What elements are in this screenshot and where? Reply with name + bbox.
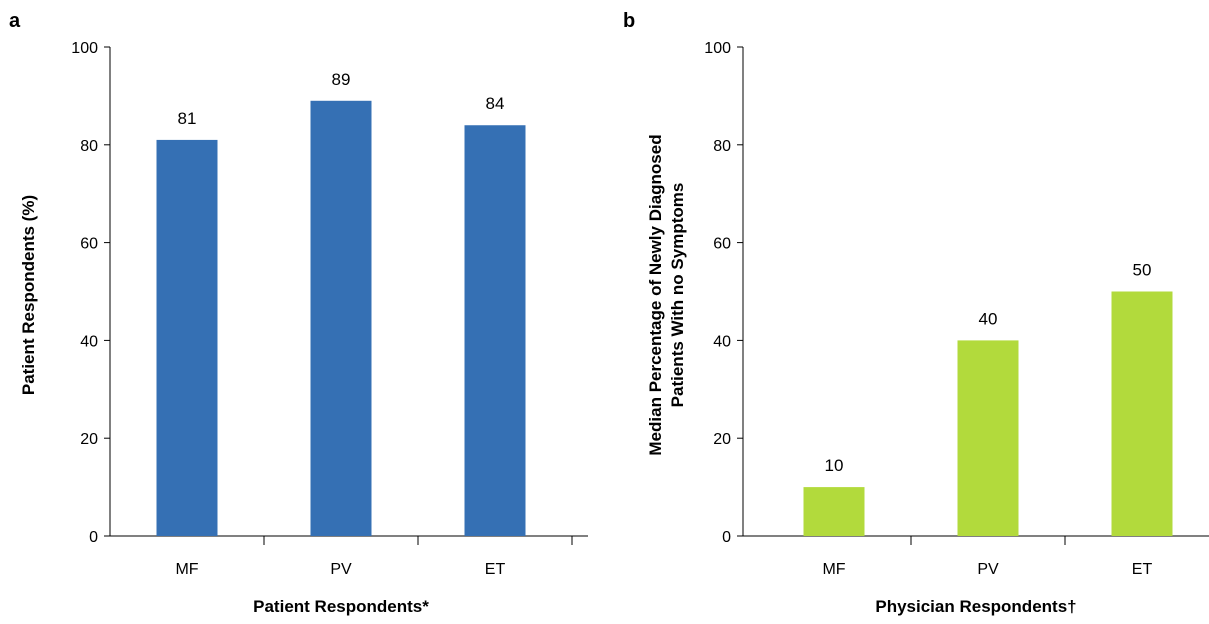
panel-a-letter: a (9, 10, 21, 32)
panel-b-bar-chart: b Median Percentage of Newly Diagnosed P… (623, 10, 1209, 616)
panel-a-x-tick-label-pv: PV (330, 561, 352, 578)
panel-a-y-tick-label: 100 (71, 40, 98, 57)
panel-b-y-tick-label: 20 (713, 431, 731, 448)
panel-b-letter: b (623, 10, 635, 32)
panel-a-bar-et (464, 125, 526, 537)
panel-b-y-tick-label: 80 (713, 138, 731, 155)
panel-a-x-tick-label-et: ET (485, 561, 506, 578)
panel-b-y-axis-title-line-2: Patients With no Symptoms (668, 183, 687, 408)
panel-a-y-tick-label: 40 (80, 333, 98, 350)
panel-b-data-label-mf: 10 (825, 456, 844, 475)
panel-a-data-label-et: 84 (486, 94, 505, 113)
panel-a-labels: 81 MF 89 PV 84 ET (175, 70, 505, 578)
panel-b-x-tick-label-mf: MF (822, 561, 845, 578)
panel-b-bars (803, 291, 1173, 536)
panel-a-y-axis-title: Patient Respondents (%) (19, 195, 38, 395)
panel-b-labels: 10 MF 40 PV 50 ET (822, 261, 1152, 579)
panel-b-bar-pv (957, 340, 1019, 536)
panel-b-data-label-et: 50 (1133, 261, 1152, 280)
panel-a-data-label-mf: 81 (178, 109, 197, 128)
panel-a-y-tick-label: 20 (80, 431, 98, 448)
panel-a-y-tick-label: 80 (80, 138, 98, 155)
panel-b-bar-mf (803, 487, 865, 536)
panel-b-y-tick-label: 40 (713, 333, 731, 350)
panel-a-bar-chart: a Patient Respondents (%) Patient Respon… (9, 10, 588, 616)
panel-a-data-label-pv: 89 (332, 70, 351, 89)
panel-b-x-tick-label-et: ET (1132, 561, 1153, 578)
panel-b-x-tick-label-pv: PV (977, 561, 999, 578)
panel-a-bars (156, 100, 526, 537)
panel-b-y-tick-label: 100 (704, 40, 731, 57)
panel-a-y-tick-label: 0 (89, 529, 98, 546)
panel-b-y-axis-title-line-1: Median Percentage of Newly Diagnosed (646, 134, 665, 455)
panel-a-y-tick-label: 60 (80, 236, 98, 253)
panel-a-bar-mf (156, 139, 218, 536)
panel-a-x-axis-title: Patient Respondents* (253, 597, 429, 616)
panel-b-x-axis-title: Physician Respondents† (875, 597, 1076, 616)
panel-b-y-tick-label: 60 (713, 236, 731, 253)
panel-b-y-tick-label: 0 (722, 529, 731, 546)
panel-a-bar-pv (310, 100, 372, 536)
panel-b-data-label-pv: 40 (979, 309, 998, 328)
panel-b-bar-et (1111, 291, 1173, 536)
panel-a-x-tick-label-mf: MF (175, 561, 198, 578)
